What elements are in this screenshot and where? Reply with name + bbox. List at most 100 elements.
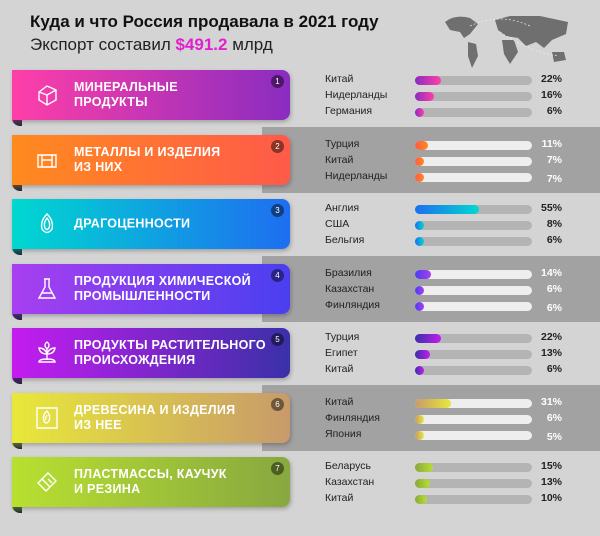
category-number: 4 xyxy=(271,268,284,282)
country-name: Турция xyxy=(325,331,360,343)
bar-track xyxy=(415,108,532,117)
world-map-icon xyxy=(445,16,568,68)
bar-track xyxy=(415,92,532,101)
bar-track xyxy=(415,495,532,504)
country-name: Египет xyxy=(325,347,358,359)
percent-label: 8% xyxy=(546,218,562,230)
country-name: Бельгия xyxy=(325,234,365,246)
country-name: США xyxy=(325,218,350,230)
percent-label: 11% xyxy=(541,137,562,150)
category-label: ДРЕВЕСИНА И ИЗДЕЛИЯ ИЗ НЕЕ xyxy=(74,402,236,432)
percent-label: 6% xyxy=(546,105,562,117)
category-label: ПРОДУКЦИЯ ХИМИЧЕСКОЙ ПРОМЫШЛЕННОСТИ xyxy=(74,273,251,303)
bar-fill xyxy=(415,334,441,343)
country-name: Казахстан xyxy=(325,476,375,488)
page-title: Куда и что Россия продавала в 2021 году xyxy=(30,12,379,31)
diamond-icon xyxy=(40,213,54,234)
category-label: МЕТАЛЛЫ И ИЗДЕЛИЯ ИЗ НИХ xyxy=(74,144,221,174)
bar-track xyxy=(415,285,532,295)
category-ribbon: МИНЕРАЛЬНЫЕ ПРОДУКТЫ 1 xyxy=(12,70,290,120)
category-number: 1 xyxy=(271,75,284,88)
bar-fill xyxy=(415,366,424,375)
percent-label: 6% xyxy=(546,363,562,375)
country-name: Турция xyxy=(325,137,360,150)
category-ribbon: ПЛАСТМАССЫ, КАУЧУК И РЕЗИНА 7 xyxy=(12,457,290,507)
country-name: Беларусь xyxy=(325,460,371,472)
bar-fill xyxy=(415,76,441,85)
country-name: Казахстан xyxy=(325,282,375,295)
page-subtitle: Экспорт составил $491.2 млрд xyxy=(30,35,273,55)
percent-label: 6% xyxy=(546,282,562,295)
bar-fill xyxy=(415,350,431,359)
country-name: Китай xyxy=(325,492,354,504)
subtitle-text: Экспорт составил xyxy=(30,35,176,54)
subtitle-unit: млрд xyxy=(227,35,273,54)
category-label: ПРОДУКТЫ РАСТИТЕЛЬНОГО ПРОИСХОЖДЕНИЯ xyxy=(74,338,266,367)
bar-fill xyxy=(415,269,432,279)
category-label: ДРАГОЦЕННОСТИ xyxy=(74,216,191,231)
bar-track xyxy=(415,414,532,424)
percent-label: 16% xyxy=(540,89,562,101)
bar-track xyxy=(415,301,532,311)
bar-track xyxy=(415,350,532,359)
country-name: Япония xyxy=(325,427,362,440)
country-name: Китай xyxy=(325,395,354,408)
bar-fill xyxy=(415,479,431,488)
bar-fill xyxy=(415,301,424,311)
country-name: Финляндия xyxy=(325,411,380,424)
bar-fill xyxy=(415,140,428,150)
bar-fill xyxy=(415,285,424,295)
percent-label: 6% xyxy=(546,301,562,314)
country-name: Финляндия xyxy=(325,298,380,311)
category-number: 7 xyxy=(271,462,284,475)
bar-fill xyxy=(415,430,424,440)
bar-fill xyxy=(415,398,452,408)
percent-label: 14% xyxy=(540,266,562,279)
bar-fill xyxy=(415,463,433,472)
category-ribbon: ДРАГОЦЕННОСТИ 3 xyxy=(12,199,290,249)
percent-label: 55% xyxy=(540,202,562,214)
bar-fill xyxy=(415,92,434,101)
category-ribbon: ПРОДУКТЫ РАСТИТЕЛЬНОГО ПРОИСХОЖДЕНИЯ 5 xyxy=(12,328,290,378)
bar-track xyxy=(415,463,532,472)
country-name: Англия xyxy=(325,202,360,214)
bar-track xyxy=(415,237,532,246)
metal-ingot-icon xyxy=(37,153,57,168)
country-name: Нидерланды xyxy=(325,169,388,182)
bar-track xyxy=(415,479,532,488)
percent-label: 22% xyxy=(540,73,562,85)
bar-fill xyxy=(415,414,424,424)
bar-track xyxy=(415,334,532,343)
bar-track xyxy=(415,430,532,440)
country-name: Китай xyxy=(325,73,354,85)
percent-label: 7% xyxy=(546,172,562,185)
country-name: Германия xyxy=(325,105,373,117)
eraser-icon xyxy=(37,472,57,492)
bar-track xyxy=(415,205,532,214)
gem-rock-icon xyxy=(38,85,57,106)
category-number: 5 xyxy=(271,333,284,346)
country-name: Китай xyxy=(325,363,354,375)
percent-label: 6% xyxy=(546,411,562,424)
bar-fill xyxy=(415,221,425,230)
percent-label: 22% xyxy=(540,331,562,343)
bar-track xyxy=(415,76,532,85)
percent-label: 13% xyxy=(540,347,562,359)
category-ribbon: ПРОДУКЦИЯ ХИМИЧЕСКОЙ ПРОМЫШЛЕННОСТИ 4 xyxy=(12,263,290,314)
bar-fill xyxy=(415,205,480,214)
percent-label: 6% xyxy=(546,234,562,246)
bar-fill xyxy=(415,237,424,246)
bar-track xyxy=(415,366,532,375)
category-number: 6 xyxy=(271,397,284,411)
country-name: Бразилия xyxy=(325,266,372,279)
bar-fill xyxy=(415,172,424,182)
bar-track xyxy=(415,221,532,230)
percent-label: 10% xyxy=(540,492,562,504)
bar-track xyxy=(415,172,532,182)
category-number: 3 xyxy=(271,204,284,217)
export-total: $491.2 xyxy=(175,35,228,54)
bar-track xyxy=(415,156,532,166)
percent-label: 5% xyxy=(546,430,562,443)
country-name: Нидерланды xyxy=(325,89,388,101)
wood-icon xyxy=(36,406,58,429)
